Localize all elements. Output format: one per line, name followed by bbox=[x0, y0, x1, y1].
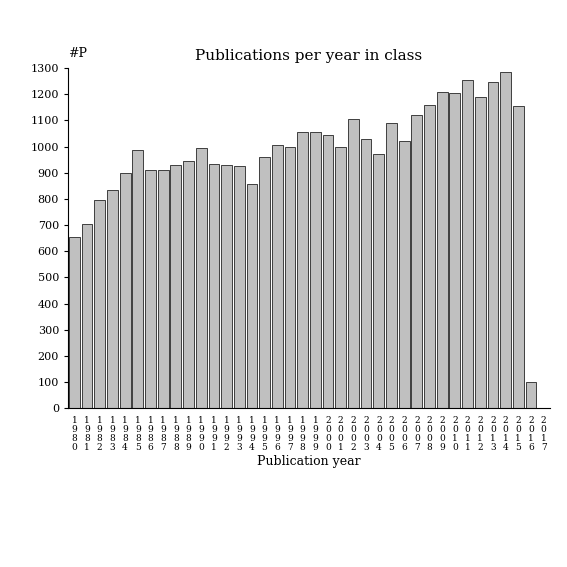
Bar bbox=[272, 145, 283, 408]
Bar bbox=[323, 135, 333, 408]
Bar bbox=[259, 157, 270, 408]
Bar bbox=[69, 237, 80, 408]
Bar bbox=[183, 161, 194, 408]
Bar bbox=[120, 173, 130, 408]
Bar bbox=[450, 93, 460, 408]
Bar bbox=[221, 165, 232, 408]
X-axis label: Publication year: Publication year bbox=[257, 455, 361, 468]
Bar bbox=[488, 82, 498, 408]
Bar bbox=[348, 119, 359, 408]
Bar bbox=[386, 123, 397, 408]
Bar bbox=[513, 106, 524, 408]
Bar bbox=[500, 72, 511, 408]
Bar bbox=[196, 148, 206, 408]
Text: #P: #P bbox=[68, 46, 87, 60]
Bar bbox=[335, 146, 346, 408]
Bar bbox=[526, 382, 536, 408]
Bar bbox=[209, 163, 219, 408]
Bar bbox=[82, 224, 92, 408]
Bar bbox=[158, 170, 168, 408]
Bar bbox=[399, 141, 409, 408]
Bar bbox=[171, 165, 181, 408]
Bar bbox=[412, 115, 422, 408]
Bar bbox=[297, 132, 308, 408]
Bar bbox=[247, 184, 257, 408]
Bar bbox=[133, 150, 143, 408]
Bar bbox=[310, 132, 321, 408]
Bar bbox=[94, 200, 105, 408]
Bar bbox=[234, 166, 244, 408]
Bar bbox=[361, 139, 371, 408]
Bar bbox=[424, 105, 435, 408]
Bar bbox=[462, 80, 473, 408]
Bar bbox=[145, 170, 156, 408]
Bar bbox=[374, 154, 384, 408]
Bar bbox=[107, 190, 118, 408]
Bar bbox=[437, 92, 447, 408]
Title: Publications per year in class: Publications per year in class bbox=[196, 49, 422, 63]
Bar bbox=[285, 146, 295, 408]
Bar bbox=[475, 97, 485, 408]
